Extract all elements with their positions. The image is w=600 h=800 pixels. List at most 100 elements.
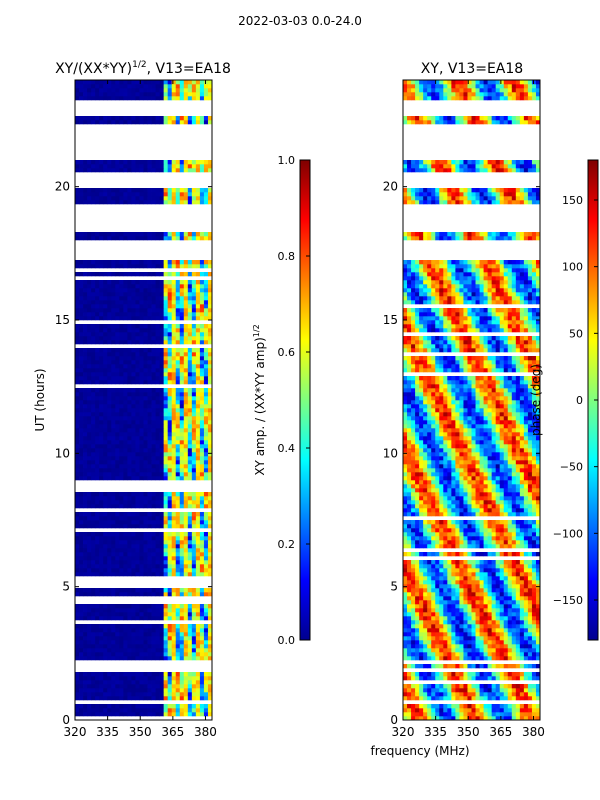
heatmap-cell [79,496,84,501]
heatmap-cell [79,560,84,565]
heatmap-cell [111,656,116,661]
heatmap-cell [443,616,448,621]
heatmap-cell [175,540,181,545]
heatmap-cell [163,260,169,265]
heatmap-cell [471,604,476,609]
heatmap-cell [167,348,173,353]
heatmap-cell [499,620,505,625]
heatmap-cell [135,516,140,521]
heatmap-cell [455,644,460,649]
heatmap-cell [175,636,181,641]
heatmap-cell [171,568,177,573]
heatmap-cell [447,616,452,621]
heatmap-cell [99,304,104,309]
heatmap-cell [115,120,120,125]
heatmap-cell [95,376,100,381]
heatmap-cell [479,652,484,657]
heatmap-cell [135,588,140,593]
heatmap-cell [91,120,96,125]
heatmap-cell [515,628,521,633]
heatmap-cell [519,628,525,633]
heatmap-cell [463,708,468,713]
heatmap-cell [179,624,185,629]
heatmap-cell [131,92,136,97]
heatmap-cell [207,312,213,317]
heatmap-cell [403,604,408,609]
heatmap-cell [79,120,84,125]
heatmap-cell [435,584,440,589]
heatmap-cell [83,412,88,417]
heatmap-cell [83,120,88,125]
heatmap-cell [135,628,140,633]
heatmap-cell [199,388,205,393]
heatmap-cell [159,676,165,681]
heatmap-cell [143,568,148,573]
heatmap-cell [107,560,112,565]
heatmap-cell [427,592,432,597]
heatmap-cell [179,560,185,565]
heatmap-cell [163,564,169,569]
heatmap-cell [119,616,124,621]
heatmap-cell [519,676,525,681]
heatmap-cell [95,672,100,677]
heatmap-cell [183,704,189,709]
heatmap-cell [87,628,92,633]
heatmap-cell [151,332,156,337]
heatmap-cell [183,460,189,465]
heatmap-cell [463,676,468,681]
heatmap-cell [203,404,209,409]
heatmap-cell [143,396,148,401]
heatmap-cell [195,672,201,677]
heatmap-cell [439,672,444,677]
heatmap-cell [167,308,173,313]
heatmap-cell [99,572,104,577]
heatmap-cell [483,664,489,669]
heatmap-cell [195,592,201,597]
heatmap-cell [479,604,484,609]
heatmap-cell [183,500,189,505]
heatmap-cell [123,556,128,561]
heatmap-cell [431,688,436,693]
heatmap-cell [111,548,116,553]
heatmap-cell [107,340,112,345]
heatmap-cell [135,684,140,689]
heatmap-cell [87,540,92,545]
heatmap-cell [459,600,464,605]
heatmap-cell [183,196,189,201]
heatmap-cell [79,512,84,517]
heatmap-cell [199,468,205,473]
heatmap-cell [107,460,112,465]
heatmap-cell [95,464,100,469]
heatmap-cell [483,608,489,613]
heatmap-cell [91,412,96,417]
heatmap-cell [91,708,96,713]
heatmap-cell [503,564,509,569]
heatmap-cell [423,712,428,717]
heatmap-cell [191,160,197,165]
heatmap-cell [423,620,428,625]
heatmap-cell [143,356,148,361]
heatmap-cell [435,692,440,697]
heatmap-cell [127,692,132,697]
heatmap-cell [155,704,161,709]
heatmap-cell [115,672,120,677]
heatmap-cell [123,492,128,497]
heatmap-cell [143,84,148,89]
heatmap-cell [131,292,136,297]
heatmap-cell [431,576,436,581]
heatmap-cell [83,356,88,361]
heatmap-cell [131,88,136,93]
heatmap-cell [407,608,412,613]
heatmap-cell [147,424,152,429]
heatmap-cell [171,200,177,205]
heatmap-cell [155,648,161,653]
heatmap-cell [107,352,112,357]
heatmap-cell [479,656,484,661]
heatmap-cell [471,568,476,573]
heatmap-cell [151,160,156,165]
heatmap-cell [511,636,517,641]
heatmap-cell [463,608,468,613]
heatmap-cell [155,544,161,549]
heatmap-cell [139,572,144,577]
heatmap-cell [467,644,472,649]
